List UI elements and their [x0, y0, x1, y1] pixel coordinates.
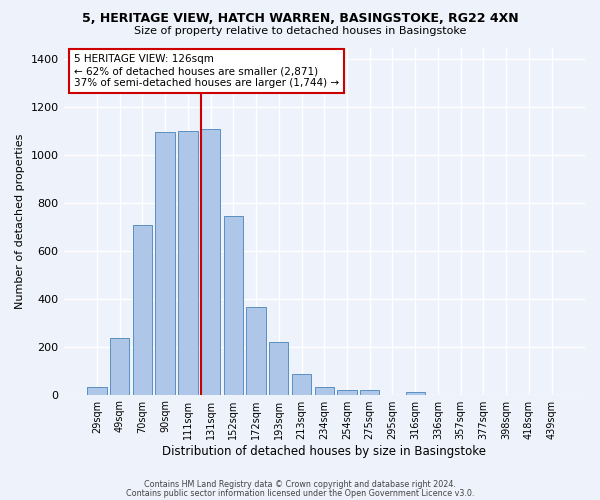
Bar	[337, 390, 356, 394]
Bar	[406, 392, 425, 394]
X-axis label: Distribution of detached houses by size in Basingstoke: Distribution of detached houses by size …	[162, 444, 486, 458]
Bar	[269, 342, 289, 394]
Text: 5 HERITAGE VIEW: 126sqm
← 62% of detached houses are smaller (2,871)
37% of semi: 5 HERITAGE VIEW: 126sqm ← 62% of detache…	[74, 54, 339, 88]
Text: 5, HERITAGE VIEW, HATCH WARREN, BASINGSTOKE, RG22 4XN: 5, HERITAGE VIEW, HATCH WARREN, BASINGST…	[82, 12, 518, 26]
Text: Contains HM Land Registry data © Crown copyright and database right 2024.: Contains HM Land Registry data © Crown c…	[144, 480, 456, 489]
Bar	[201, 129, 220, 394]
Bar	[87, 388, 107, 394]
Bar	[178, 132, 197, 394]
Bar	[110, 338, 130, 394]
Bar	[155, 132, 175, 394]
Bar	[360, 390, 379, 394]
Bar	[292, 374, 311, 394]
Text: Size of property relative to detached houses in Basingstoke: Size of property relative to detached ho…	[134, 26, 466, 36]
Bar	[133, 224, 152, 394]
Bar	[314, 388, 334, 394]
Bar	[247, 307, 266, 394]
Y-axis label: Number of detached properties: Number of detached properties	[15, 134, 25, 308]
Text: Contains public sector information licensed under the Open Government Licence v3: Contains public sector information licen…	[126, 488, 474, 498]
Bar	[224, 216, 243, 394]
